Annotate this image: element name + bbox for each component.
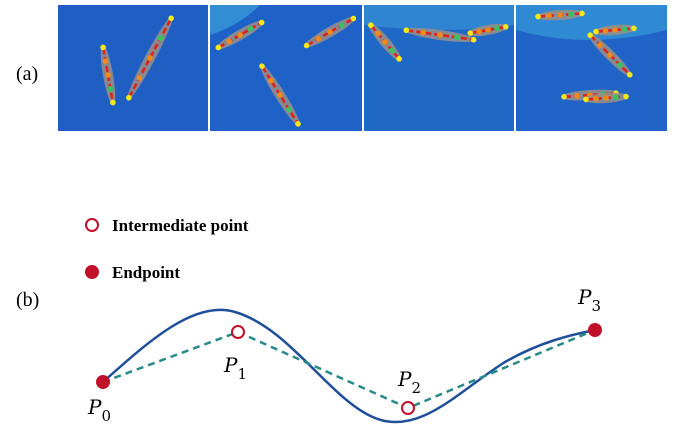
point-index: 1 bbox=[237, 365, 247, 383]
legend-marker bbox=[85, 265, 99, 279]
point-label: P2 bbox=[397, 367, 421, 397]
point-index: 2 bbox=[411, 379, 421, 397]
point-label: P0 bbox=[87, 395, 111, 425]
intermediate-point bbox=[402, 402, 414, 414]
point-index: 3 bbox=[591, 297, 601, 315]
legend-label: Endpoint bbox=[112, 263, 180, 282]
image-panel bbox=[58, 5, 208, 131]
intermediate-point bbox=[232, 326, 244, 338]
control-polygon bbox=[103, 330, 595, 408]
endpoint bbox=[588, 323, 602, 337]
panel-label: (a) bbox=[16, 63, 38, 85]
fish-images bbox=[58, 5, 667, 131]
panel-label: (b) bbox=[16, 289, 39, 311]
legend-label: Intermediate point bbox=[112, 216, 249, 235]
point-label: P1 bbox=[223, 353, 247, 383]
point-index: 0 bbox=[101, 407, 111, 425]
legend-marker bbox=[86, 219, 98, 231]
figure: (a) (b) Intermediate point Endpoint P0 P… bbox=[0, 0, 687, 426]
bezier-curve bbox=[103, 310, 595, 422]
point-symbol: P bbox=[223, 353, 238, 377]
endpoint bbox=[96, 375, 110, 389]
point-symbol: P bbox=[87, 395, 102, 419]
point-symbol: P bbox=[397, 367, 412, 391]
point-label: P3 bbox=[577, 285, 601, 315]
point-symbol: P bbox=[577, 285, 592, 309]
